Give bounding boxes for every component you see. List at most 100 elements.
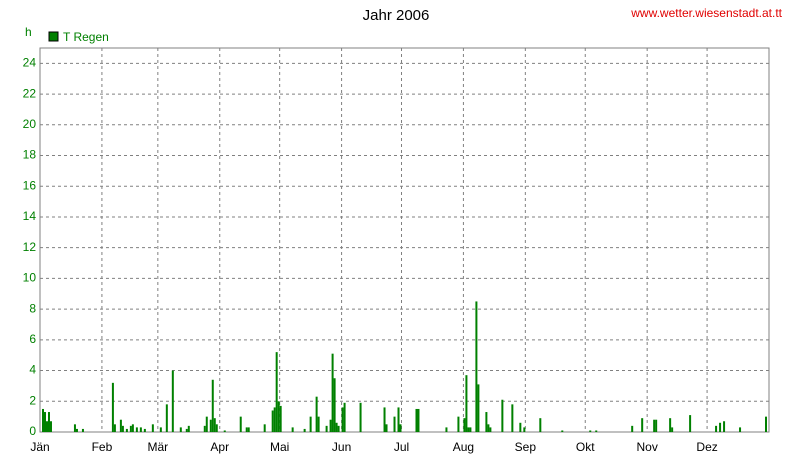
bar	[341, 407, 344, 432]
x-tick-label: Sep	[515, 440, 537, 454]
bar	[111, 382, 114, 432]
bar	[653, 419, 656, 432]
bar	[325, 425, 328, 432]
y-tick-label: 2	[29, 393, 36, 407]
bar	[317, 416, 320, 432]
bar	[303, 428, 306, 432]
bar	[213, 418, 216, 432]
bar	[129, 425, 132, 432]
y-tick-label: 0	[29, 424, 36, 438]
bar	[457, 416, 460, 432]
bar	[397, 407, 400, 432]
bar	[589, 430, 592, 432]
bar	[113, 424, 116, 432]
bar	[445, 427, 448, 432]
bar	[723, 421, 726, 432]
bar	[399, 424, 402, 432]
bar	[273, 407, 276, 432]
bar	[119, 419, 122, 432]
bar	[211, 379, 214, 432]
bar	[247, 427, 250, 432]
bar	[417, 408, 420, 432]
bar	[385, 424, 388, 432]
bar	[669, 418, 672, 432]
bar	[215, 424, 218, 432]
bar	[519, 422, 522, 432]
bar	[641, 418, 644, 432]
bar	[291, 427, 294, 432]
bar	[655, 419, 658, 432]
x-tick-label: Apr	[210, 440, 229, 454]
bar	[335, 422, 338, 432]
bar	[689, 415, 692, 432]
bar	[271, 410, 274, 432]
y-tick-label: 10	[23, 271, 37, 285]
bar	[43, 412, 46, 432]
bar	[143, 428, 146, 432]
y-tick-label: 16	[23, 178, 37, 192]
y-tick-label: 8	[29, 301, 36, 315]
bar	[135, 427, 138, 432]
bar	[209, 419, 212, 432]
bar	[765, 416, 768, 432]
bar	[309, 416, 312, 432]
bar	[223, 430, 226, 432]
bar	[415, 408, 418, 432]
bar	[359, 402, 362, 432]
y-tick-label: 20	[23, 117, 37, 131]
bar	[165, 404, 168, 432]
x-tick-label: Aug	[453, 440, 474, 454]
bar	[151, 424, 154, 432]
bar	[719, 422, 722, 432]
bar	[331, 353, 334, 432]
bar	[595, 430, 598, 432]
bar	[81, 428, 84, 432]
bar	[275, 352, 278, 432]
bar	[631, 425, 634, 432]
bar	[203, 425, 206, 432]
bar	[47, 412, 50, 432]
bar	[463, 418, 466, 432]
bar	[489, 427, 492, 432]
bar	[131, 424, 134, 432]
bar	[239, 416, 242, 432]
bar	[333, 378, 336, 432]
y-tick-label: 22	[23, 86, 37, 100]
legend-label: T Regen	[63, 30, 109, 44]
bar	[337, 425, 340, 432]
bar	[279, 405, 282, 432]
bar	[477, 384, 480, 432]
y-tick-label: 6	[29, 332, 36, 346]
bar	[171, 370, 174, 432]
bar	[343, 402, 346, 432]
source: www.wetter.wiesenstadt.at.tt	[630, 6, 782, 20]
bar	[539, 418, 542, 432]
bar	[315, 396, 318, 432]
x-tick-label: Jun	[332, 440, 351, 454]
y-tick-label: 24	[23, 56, 37, 70]
bar	[329, 419, 332, 432]
bar	[671, 427, 674, 432]
bar	[263, 424, 266, 432]
x-tick-label: Feb	[92, 440, 113, 454]
x-tick-label: Jän	[30, 440, 49, 454]
bar	[121, 425, 124, 432]
bar	[487, 424, 490, 432]
y-tick-label: 12	[23, 240, 37, 254]
y-tick-label: 14	[23, 209, 37, 223]
legend-swatch	[48, 31, 59, 42]
bar	[187, 425, 190, 432]
x-tick-label: Dez	[696, 440, 717, 454]
y-tick-label: 18	[23, 148, 37, 162]
bar	[159, 427, 162, 432]
bar	[277, 401, 280, 432]
bar	[45, 421, 48, 432]
bar	[185, 428, 188, 432]
x-tick-label: Jul	[394, 440, 409, 454]
y-axis-label: h	[25, 25, 32, 39]
bar	[561, 430, 564, 432]
bar	[469, 427, 472, 432]
x-tick-label: Mai	[270, 440, 289, 454]
